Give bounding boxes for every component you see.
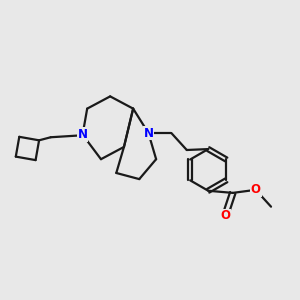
Text: O: O	[251, 183, 261, 196]
Text: N: N	[78, 128, 88, 141]
Text: O: O	[220, 209, 230, 222]
Text: N: N	[143, 127, 154, 140]
